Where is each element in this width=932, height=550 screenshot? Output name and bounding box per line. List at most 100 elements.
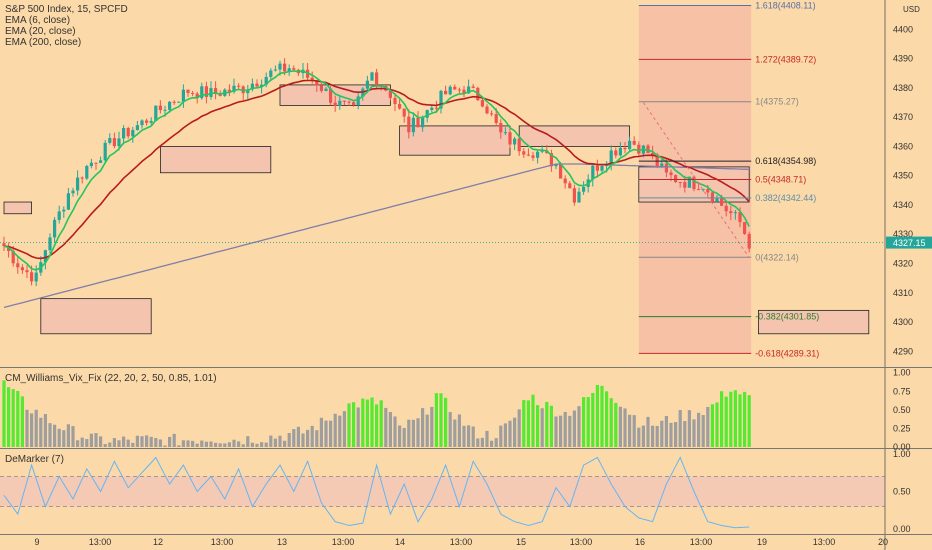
vix-fix-bar [402, 427, 406, 447]
vix-fix-bar [379, 400, 383, 447]
vix-fix-bar [494, 438, 498, 447]
candle-body [186, 89, 190, 93]
vix-fix-bar [651, 425, 655, 447]
vix-fix-bar [678, 410, 682, 447]
candle-body [329, 88, 333, 103]
fib-level-label: -0.382(4301.85) [755, 312, 819, 322]
vix-fix-bar [2, 380, 6, 447]
candle-body [628, 140, 632, 150]
candle-body [375, 72, 379, 86]
candle-body [30, 272, 34, 282]
candle-body [278, 63, 282, 70]
vix-fix-bar [310, 425, 314, 447]
candle-body [531, 155, 535, 158]
candle-body [614, 150, 618, 156]
vix-fix-bar [600, 385, 604, 447]
vix-fix-bar [743, 391, 747, 447]
candle-body [526, 154, 530, 156]
vix-fix-bar [135, 435, 139, 447]
vix-fix-bar [582, 397, 586, 447]
candle-body [356, 96, 360, 106]
ema6-label[interactable]: EMA (6, close) [5, 15, 71, 26]
vix-fix-bar [375, 404, 379, 447]
candle-body [664, 163, 668, 173]
vix-fix-bar [214, 442, 218, 447]
candle-body [191, 92, 195, 94]
vix-fix-bar [425, 414, 429, 447]
last-price-label: 4327.15 [893, 238, 926, 248]
fib-level-label: 0.5(4348.71) [755, 174, 806, 184]
candle-body [158, 105, 162, 111]
time-tick-label: 20 [878, 537, 888, 547]
candle-body [333, 102, 337, 106]
candle-body [260, 84, 264, 87]
vix-fix-bar [218, 443, 222, 447]
vix-fix-bar [595, 384, 599, 447]
candle-body [660, 163, 664, 167]
candle-body [697, 189, 701, 191]
price-tick-label: 4370 [893, 112, 913, 122]
vix-fix-bar [356, 407, 360, 447]
vix-fix-bar [517, 409, 521, 447]
candle-body [743, 222, 747, 234]
vix-fix-bar [237, 441, 241, 447]
symbol-title[interactable]: S&P 500 Index, 15, SPCFD [5, 4, 128, 15]
vix-fix-bar [62, 430, 66, 447]
time-tick-label: 15 [516, 537, 526, 547]
price-tick-label: 4350 [893, 171, 913, 181]
candle-body [25, 270, 29, 273]
vix-fix-bar [158, 439, 162, 447]
vix-fix-title[interactable]: CM_Williams_Vix_Fix (22, 20, 2, 50, 0.85… [5, 373, 217, 384]
demarker-pane[interactable] [0, 456, 885, 529]
candle-body [572, 188, 576, 203]
candle-body [94, 162, 98, 164]
price-pane[interactable]: 1.618(4408.11) 1.272(4389.72) 1(4375.27) 0.… [0, 1, 885, 359]
candle-body [2, 243, 6, 247]
time-tick-label: 13:00 [89, 537, 112, 547]
vix-fix-bar [278, 435, 282, 447]
vix-fix-bar [53, 424, 57, 447]
vix-fix-bar [126, 439, 130, 447]
candle-body [20, 267, 24, 271]
time-tick-label: 12 [153, 537, 163, 547]
fib-level-label: 1(4375.27) [755, 97, 799, 107]
vix-fix-bar [572, 410, 576, 447]
candle-body [131, 130, 135, 137]
vix-fix-bar [701, 415, 705, 447]
candle-body [112, 138, 116, 147]
ema20-label[interactable]: EMA (20, close) [5, 26, 76, 37]
fib-level-label: 1.618(4408.11) [755, 1, 815, 11]
time-tick-label: 9 [34, 537, 39, 547]
vix-fix-bar [747, 395, 751, 447]
vix-fix-bar [223, 443, 227, 447]
candle-body [669, 172, 673, 176]
candle-body [43, 250, 47, 263]
vix-fix-bar [154, 437, 158, 447]
vix-fix-bar [485, 430, 489, 447]
vix-fix-bar [177, 445, 181, 447]
candle-body [508, 132, 512, 145]
ema6-line [3, 70, 750, 271]
candle-body [62, 209, 66, 212]
candle-body [637, 144, 641, 154]
vix-fix-bar [195, 443, 199, 447]
price-tick-label: 4360 [893, 141, 913, 151]
demarker-tick-label: 0.00 [893, 524, 911, 534]
vix-fix-bar [287, 432, 291, 447]
candle-body [563, 178, 567, 184]
time-tick-label: 13:00 [450, 537, 473, 547]
candle-body [71, 190, 75, 194]
candle-body [411, 117, 415, 133]
vix-fix-pane[interactable] [2, 380, 751, 447]
demarker-title[interactable]: DeMarker (7) [5, 454, 64, 465]
candle-body [34, 272, 38, 282]
candle-body [85, 166, 89, 179]
candle-body [467, 86, 471, 94]
candle-body [499, 123, 503, 133]
candle-body [503, 132, 507, 134]
candle-body [53, 219, 57, 238]
price-tick-label: 4310 [893, 288, 913, 298]
time-tick-label: 13:00 [332, 537, 355, 547]
ema200-label[interactable]: EMA (200, close) [5, 37, 82, 48]
